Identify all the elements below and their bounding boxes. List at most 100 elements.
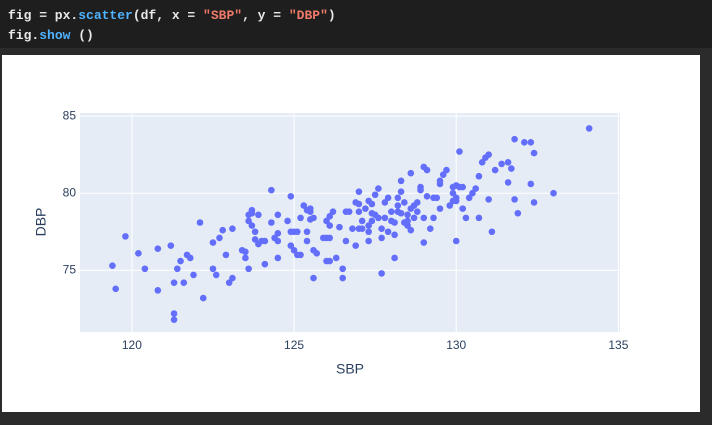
code-token: , y = xyxy=(242,8,289,23)
point xyxy=(443,166,450,174)
point xyxy=(326,222,334,229)
y-tick-label: 75 xyxy=(63,262,77,276)
point xyxy=(167,242,175,249)
point xyxy=(358,217,366,225)
x-axis-title: SBP xyxy=(336,361,364,377)
point xyxy=(242,248,249,256)
code-line: fig.show () xyxy=(8,28,94,43)
point xyxy=(303,237,311,245)
point xyxy=(229,274,236,282)
point xyxy=(378,270,385,277)
point xyxy=(274,254,282,262)
point xyxy=(391,219,398,226)
point xyxy=(446,202,454,209)
point xyxy=(274,229,282,237)
point xyxy=(469,189,476,197)
point xyxy=(378,234,385,242)
point xyxy=(371,191,379,199)
point xyxy=(225,279,233,286)
point xyxy=(478,159,486,166)
point xyxy=(530,199,538,206)
point xyxy=(306,205,314,212)
point xyxy=(459,183,467,191)
point xyxy=(339,265,347,273)
point xyxy=(452,194,460,202)
x-tick-label: 135 xyxy=(608,338,628,352)
point xyxy=(365,237,372,245)
x-tick-label: 120 xyxy=(122,338,142,352)
point xyxy=(219,226,227,234)
point xyxy=(339,274,347,282)
point xyxy=(342,237,350,245)
point xyxy=(504,179,512,186)
y-axis-title: DBP xyxy=(33,208,49,237)
y-tick-label: 80 xyxy=(63,185,77,199)
point xyxy=(251,228,259,236)
point xyxy=(310,214,317,222)
point xyxy=(397,188,405,195)
point xyxy=(310,274,317,282)
point xyxy=(180,279,188,286)
point xyxy=(449,189,457,197)
point xyxy=(462,214,470,222)
point xyxy=(397,177,405,185)
point xyxy=(475,172,483,180)
point xyxy=(498,160,505,168)
point xyxy=(122,233,129,240)
point xyxy=(375,214,382,222)
point xyxy=(326,234,334,242)
point xyxy=(423,192,431,200)
point xyxy=(358,225,366,232)
point xyxy=(585,125,593,132)
point xyxy=(381,214,389,222)
point xyxy=(154,245,162,253)
point xyxy=(268,219,275,226)
point xyxy=(407,169,415,177)
point xyxy=(365,228,372,236)
chart: SBP DBP 75 80 85 120 125 130 135 xyxy=(33,108,629,377)
point xyxy=(209,265,217,273)
point xyxy=(303,228,311,236)
point xyxy=(456,148,463,155)
code-token: show xyxy=(39,28,71,43)
point xyxy=(284,217,291,225)
point xyxy=(251,236,259,243)
point xyxy=(255,211,262,219)
point xyxy=(410,214,418,222)
point xyxy=(378,225,385,232)
code-token: fig = px. xyxy=(8,8,79,23)
output-area: SBP DBP 75 80 85 120 125 130 135 xyxy=(2,55,700,412)
x-tick-label: 130 xyxy=(446,338,466,352)
point xyxy=(485,151,492,158)
point xyxy=(394,202,402,209)
point xyxy=(436,205,444,212)
y-tick-label: 85 xyxy=(63,108,77,122)
point xyxy=(368,200,376,208)
point xyxy=(511,135,518,143)
point xyxy=(508,165,515,172)
point xyxy=(326,257,334,265)
code-token: "DBP" xyxy=(288,8,328,23)
code-line: fig = px.scatter(df, x = "SBP", y = "DBP… xyxy=(8,8,336,23)
point xyxy=(352,242,359,249)
point xyxy=(530,149,538,157)
point xyxy=(375,185,382,192)
point xyxy=(170,316,178,323)
point xyxy=(521,139,528,146)
point xyxy=(394,194,402,202)
point xyxy=(196,219,204,226)
point xyxy=(384,194,392,202)
point xyxy=(222,251,230,259)
point xyxy=(550,189,557,197)
point xyxy=(287,242,295,249)
code-token: ) xyxy=(327,8,336,23)
point xyxy=(287,192,295,200)
point xyxy=(329,208,337,216)
point xyxy=(170,310,178,317)
code-token: (df, x = xyxy=(132,8,204,23)
point xyxy=(135,250,142,257)
point xyxy=(452,237,460,245)
point xyxy=(413,208,421,216)
point xyxy=(384,228,392,236)
point xyxy=(261,260,269,268)
